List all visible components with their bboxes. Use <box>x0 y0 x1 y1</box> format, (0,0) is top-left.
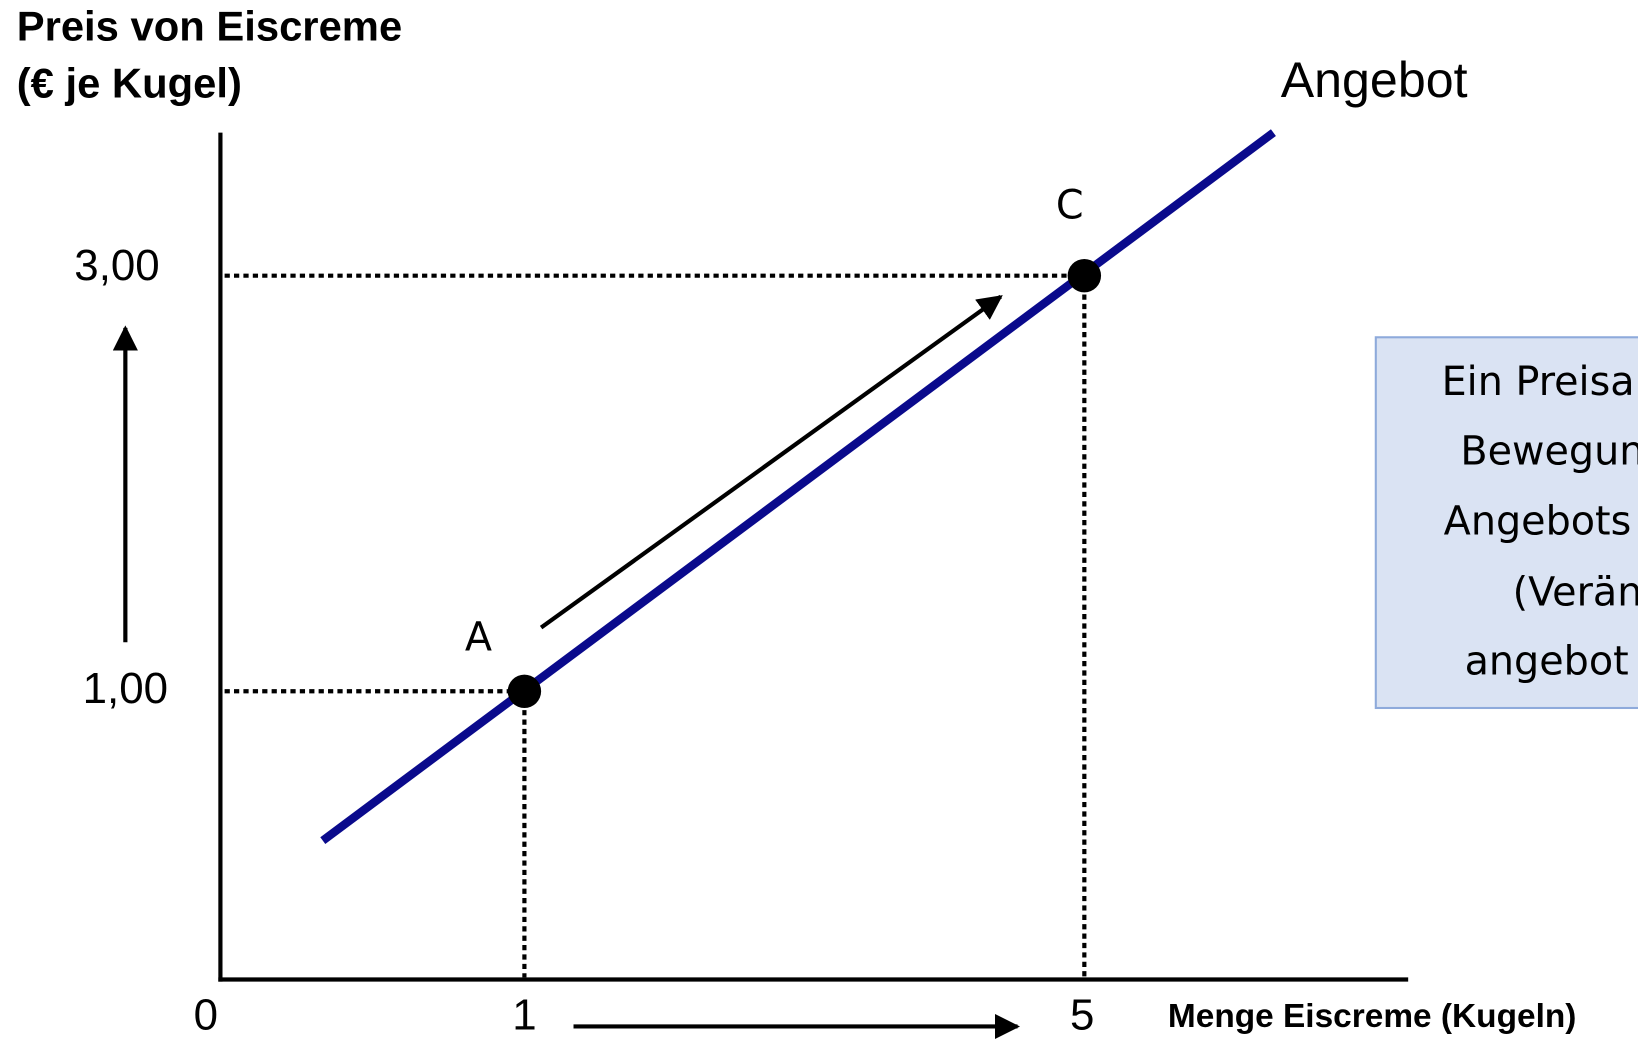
note-line: Bewegun <box>1460 429 1638 475</box>
y-label: 3,00 <box>74 241 159 290</box>
x-label: 5 <box>1070 991 1094 1039</box>
x-label: 1 <box>512 991 536 1039</box>
point-label: A <box>465 615 492 661</box>
supply-curve <box>320 129 1276 844</box>
note-line: (Verän <box>1513 570 1638 616</box>
point-label: C <box>1056 182 1084 228</box>
title-line: (€ je Kugel) <box>17 60 242 107</box>
movement-arrow <box>539 294 1003 630</box>
x-label: 0 <box>194 991 218 1039</box>
x-axis-label: Menge Eiscreme (Kugeln) <box>1168 998 1576 1035</box>
note-box <box>1374 336 1638 710</box>
note-line: Angebots <box>1444 499 1632 545</box>
title-line: Preis von Eiscreme <box>17 2 402 49</box>
curve-label: Angebot <box>1281 52 1468 108</box>
note-line: Ein Preisa <box>1442 359 1635 405</box>
point <box>507 674 542 708</box>
note-line: angebot <box>1465 639 1629 685</box>
y-label: 1,00 <box>83 664 168 713</box>
point <box>1067 258 1102 293</box>
